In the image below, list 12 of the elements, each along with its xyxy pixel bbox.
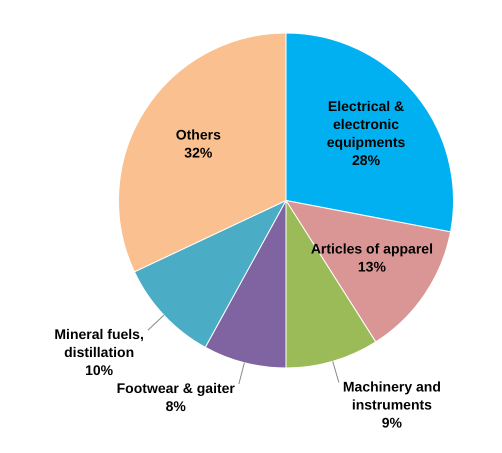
slice-label: Footwear & gaiter xyxy=(116,380,236,396)
slice-label: Electrical & electronic equipments xyxy=(326,98,406,150)
data-label: 13% xyxy=(358,258,386,275)
slice-label: Mineral fuels, distillation xyxy=(54,326,144,360)
data-label: 9% xyxy=(382,414,403,430)
data-label: 32% xyxy=(184,144,213,161)
data-label: 28% xyxy=(352,152,381,168)
data-label: 8% xyxy=(166,398,186,414)
slice-label: Articles of apparel xyxy=(310,240,433,257)
slice-label: Machinery and instruments xyxy=(342,378,441,412)
slice-label: Others xyxy=(176,126,222,143)
data-label: 10% xyxy=(85,362,114,378)
